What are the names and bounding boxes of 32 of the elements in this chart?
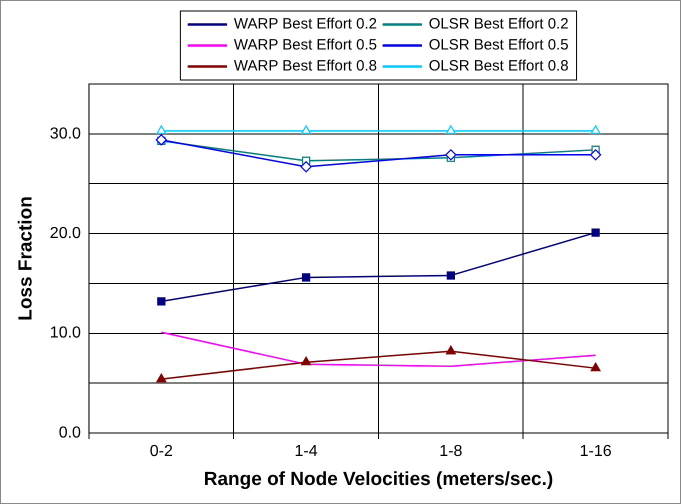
x-tick-label: 1-4 xyxy=(294,443,318,460)
legend-label: OLSR Best Effort 0.2 xyxy=(428,16,569,33)
y-tick-label: 10.0 xyxy=(50,324,82,342)
point xyxy=(301,125,312,134)
x-tick-label: 1-16 xyxy=(580,443,612,460)
legend-label: WARP Best Effort 0.8 xyxy=(234,58,378,75)
point xyxy=(157,297,166,306)
point xyxy=(446,125,456,134)
y-tick-label: 0.0 xyxy=(58,424,82,442)
point xyxy=(156,125,166,134)
x-axis-title: Range of Node Velocities (meters/sec.) xyxy=(204,468,554,490)
point xyxy=(156,374,166,382)
point xyxy=(590,149,602,160)
legend-label: WARP Best Effort 0.2 xyxy=(234,16,378,33)
point xyxy=(446,271,455,280)
point xyxy=(446,346,456,354)
point xyxy=(445,149,456,160)
point xyxy=(302,273,310,282)
point xyxy=(301,356,312,366)
point xyxy=(590,125,601,134)
y-tick-label: 30.0 xyxy=(50,125,82,142)
x-tick-label: 1-8 xyxy=(439,443,463,460)
point xyxy=(156,134,167,146)
legend-label: OLSR Best Effort 0.8 xyxy=(428,58,569,75)
point xyxy=(591,228,600,237)
y-axis-title: Loss Fraction xyxy=(16,196,37,321)
x-tick-label: 0-2 xyxy=(150,443,173,460)
legend-label: OLSR Best Effort 0.5 xyxy=(428,36,569,54)
legend-label: WARP Best Effort 0.5 xyxy=(234,36,378,54)
y-tick-label: 20.0 xyxy=(50,224,82,242)
point xyxy=(300,161,312,172)
point xyxy=(590,362,601,372)
